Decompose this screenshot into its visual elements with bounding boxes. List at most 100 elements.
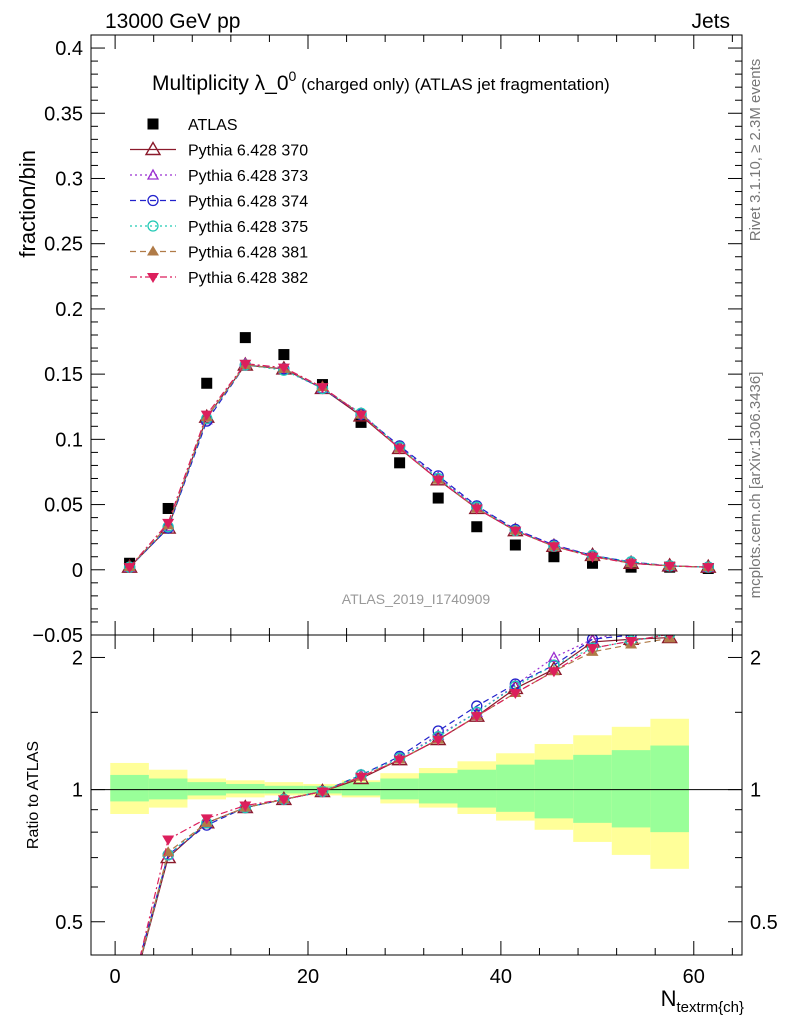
x-tick-label: 20 (297, 966, 319, 988)
data-point (239, 332, 251, 344)
mc-point (162, 518, 175, 529)
y-tick-label: 0.3 (55, 168, 83, 190)
ratio-point (162, 835, 175, 846)
y-tick-label: 0 (72, 560, 83, 582)
process-label: Jets (691, 10, 730, 33)
uncertainty-band-inner (187, 782, 227, 796)
mc-point (316, 383, 329, 394)
ratio-point (470, 712, 483, 723)
legend-label: Pythia 6.428 381 (188, 245, 308, 262)
y-tick-label: −0.05 (32, 625, 83, 647)
legend-label: Pythia 6.428 382 (188, 270, 308, 287)
mc-point (547, 542, 560, 553)
uncertainty-band-inner (110, 774, 149, 802)
uncertainty-band-inner (341, 782, 381, 796)
legend-label: Pythia 6.428 370 (188, 143, 308, 160)
energy-label: 13000 GeV pp (105, 10, 240, 33)
main-title: Multiplicity λ_00 (charged only) (ATLAS … (152, 68, 610, 95)
uncertainty-band-inner (496, 764, 535, 812)
series-line (129, 363, 709, 568)
rivet-label: Rivet 3.1.10, ≥ 2.3M events (747, 59, 764, 242)
uncertainty-band-inner (148, 778, 188, 800)
mc-point (239, 359, 252, 370)
legend-label: ATLAS (188, 117, 238, 134)
uncertainty-band-inner (573, 754, 612, 823)
series-line (129, 363, 709, 568)
series-line (129, 364, 709, 568)
mc-point (200, 410, 213, 421)
mc-point (509, 526, 522, 537)
data-point (201, 377, 213, 389)
ratio-y-tick-label-right: 2 (750, 647, 761, 669)
legend-marker (147, 118, 159, 130)
ratio-panel: 0.5 0.51 12 20 20 40 60 Ratio to ATLAS Ntextrm… (25, 618, 778, 1016)
uncertainty-band-inner (611, 750, 651, 828)
x-axis-label: Ntextrm{ch} (661, 986, 744, 1016)
mc-point (586, 552, 599, 563)
ratio-point (432, 735, 445, 746)
mc-point (663, 561, 676, 572)
data-point (432, 492, 444, 504)
y-tick-label: 0.1 (55, 429, 83, 451)
mc-point (355, 410, 368, 421)
ratio-point (509, 688, 522, 699)
legend-label: Pythia 6.428 373 (188, 168, 308, 185)
mc-point (625, 559, 638, 570)
x-tick-label: 0 (110, 966, 121, 988)
uncertainty-band-inner (650, 745, 689, 833)
data-point (509, 539, 521, 551)
uncertainty-band-inner (380, 778, 419, 800)
ratio-point (547, 667, 560, 678)
x-tick-label: 40 (490, 966, 512, 988)
legend-marker (147, 245, 159, 256)
legend-marker (147, 273, 159, 283)
data-point (278, 349, 290, 361)
y-tick-label: 0.4 (55, 38, 83, 60)
ratio-point (200, 814, 213, 825)
y-tick-label: 0.05 (44, 495, 83, 517)
ratio-point (666, 635, 673, 641)
data-point (162, 502, 174, 514)
main-panel: −0.05 0 0.05 0.1 0.15 0.2 0.25 0.3 0.35 0.4 Multi… (15, 34, 743, 647)
data-point (548, 551, 560, 563)
ratio-y-tick-label-right: 0.5 (750, 912, 778, 934)
ratio-point (665, 618, 675, 627)
ratio-point (625, 637, 638, 648)
ratio-point (316, 787, 329, 798)
legend: ATLAS Pythia 6.428 370 Pythia 6.428 373 Pyt… (130, 117, 308, 287)
mc-point (702, 563, 715, 574)
ratio-y-tick-label: 1 (72, 780, 83, 802)
y-tick-label: 0.25 (44, 234, 83, 256)
mc-point (393, 444, 406, 455)
ratio-point (355, 772, 368, 783)
y-tick-label: 0.35 (44, 103, 83, 125)
source-label: mcplots.cern.ch [arXiv:1306.3436] (747, 372, 764, 599)
ratio-point (277, 795, 290, 806)
ratio-y-axis-label: Ratio to ATLAS (25, 741, 42, 849)
data-point (394, 457, 406, 469)
legend-marker (147, 220, 159, 232)
data-point (355, 416, 367, 428)
uncertainty-band-inner (534, 759, 574, 819)
ratio-y-tick-label-right: 1 (750, 780, 761, 802)
ratio-point (665, 635, 674, 637)
analysis-watermark: ATLAS_2019_I1740909 (342, 591, 491, 607)
ratio-point (547, 651, 561, 663)
series-line (129, 364, 709, 568)
ratio-point (393, 755, 406, 766)
ratio-point (239, 801, 252, 812)
ratio-y-tick-label: 2 (72, 647, 83, 669)
legend-label: Pythia 6.428 375 (188, 219, 308, 236)
mc-point (277, 363, 290, 374)
ratio-frame (90, 634, 743, 956)
mc-point (432, 475, 445, 486)
ratio-y-tick-label: 0.5 (55, 912, 83, 934)
ratio-point (661, 635, 678, 644)
ratio-point (624, 635, 638, 636)
legend-marker (144, 141, 162, 156)
mc-point (123, 563, 136, 574)
y-tick-label: 0.15 (44, 364, 83, 386)
uncertainty-band-inner (418, 773, 458, 804)
uncertainty-band-inner (226, 783, 265, 794)
